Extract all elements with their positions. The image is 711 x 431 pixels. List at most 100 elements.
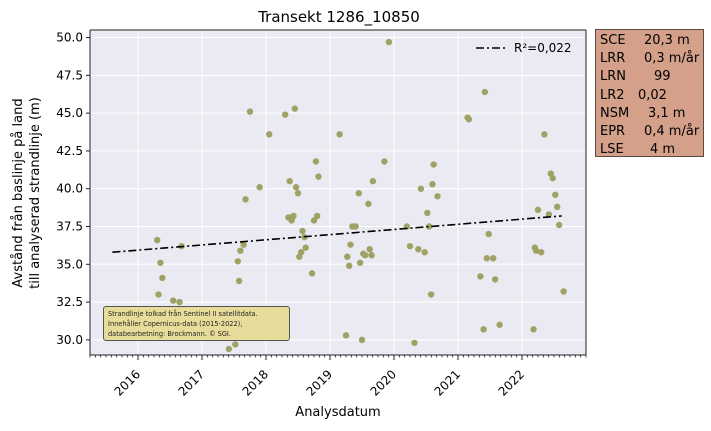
stat-value: 3,1 m (648, 105, 686, 121)
data-point (232, 341, 239, 348)
stat-name: LSE (600, 142, 624, 158)
stat-row-lse: LSE 4 m (600, 141, 703, 159)
data-point (294, 190, 302, 197)
data-point (290, 212, 297, 220)
data-point (242, 196, 249, 203)
data-point (315, 173, 322, 180)
x-tick-label: 2017 (176, 367, 207, 398)
data-point (534, 206, 542, 214)
y-tick-label: 35.0 (56, 257, 83, 271)
data-point (485, 230, 492, 238)
data-point (368, 252, 375, 259)
y-tick-labels: 30.0 32.5 35.0 37.5 40.0 42.5 45.0 47.5 50.0 (56, 31, 90, 347)
data-point (427, 291, 435, 298)
stat-row-nsm: NSM 3,1 m (600, 105, 703, 123)
data-point (491, 276, 499, 283)
stat-name: LRN (600, 69, 626, 85)
chart-title: Transekt 1286_10850 (257, 8, 420, 27)
stat-row-lrn: LRN 99 (600, 68, 703, 86)
data-point (356, 259, 364, 266)
data-point (235, 277, 243, 285)
x-tick-label: 2021 (432, 367, 463, 398)
data-point (291, 105, 298, 112)
data-point (421, 249, 428, 256)
data-point (154, 236, 161, 244)
stat-value: 0,02 (638, 87, 667, 103)
data-point (225, 345, 233, 353)
stat-name: EPR (600, 123, 626, 139)
data-point (560, 288, 567, 295)
data-point (302, 244, 309, 251)
x-tick-label: 2018 (240, 367, 271, 398)
stat-value: 4 m (650, 142, 676, 158)
stat-value: 20,3 m (644, 33, 690, 48)
data-point (352, 223, 359, 230)
stat-row-lr2: LR2 0,02 (600, 87, 703, 105)
stat-row-sce: SCE 20,3 m (600, 32, 703, 50)
y-tick-label: 45.0 (56, 106, 83, 120)
data-point (314, 212, 321, 220)
data-point (344, 253, 351, 260)
data-point (483, 255, 490, 262)
data-point (429, 180, 436, 188)
axes (89, 29, 587, 356)
y-tick-label: 37.5 (56, 220, 83, 234)
data-point (477, 273, 484, 280)
data-points (154, 38, 567, 353)
data-point (299, 227, 306, 235)
data-point (234, 258, 242, 265)
data-point (308, 270, 316, 277)
y-tick-label: 42.5 (56, 144, 83, 158)
trend-line (112, 215, 562, 254)
data-point (481, 88, 489, 96)
stat-name: LRR (600, 51, 626, 67)
x-axis-label: Analysdatum (295, 405, 380, 420)
data-point (342, 332, 350, 339)
data-point (176, 298, 183, 306)
data-point (237, 247, 244, 254)
data-point (538, 249, 545, 256)
data-point (358, 336, 366, 344)
data-point (282, 111, 289, 118)
data-point (541, 131, 548, 138)
stat-name: LR2 (600, 87, 625, 103)
x-tick-label: 2016 (112, 367, 143, 398)
data-point (256, 184, 263, 191)
credit-line: Strandlinje tolkad från Sentinel II sate… (108, 310, 258, 318)
data-point (369, 177, 377, 185)
credit-line: Innehåller Copernicus-data (2015-2022), (108, 320, 243, 328)
stat-name: SCE (600, 33, 626, 48)
data-point (355, 190, 362, 197)
stat-row-lrr: LRR 0,3 m/år (600, 50, 703, 68)
data-point (545, 211, 553, 218)
y-tick-label: 40.0 (56, 182, 83, 196)
data-point (381, 158, 388, 165)
x-tick-label: 2020 (368, 367, 399, 398)
stat-name: NSM (600, 105, 630, 121)
data-point (347, 241, 354, 248)
data-point (415, 245, 422, 253)
y-axis-label-line1: Avstånd från baslinje på land (11, 98, 26, 287)
data-point (362, 252, 369, 259)
data-point (246, 108, 254, 115)
data-point (554, 203, 561, 211)
data-point (490, 255, 497, 262)
data-point (346, 262, 353, 270)
data-point (266, 131, 273, 138)
data-point (240, 241, 247, 248)
data-point (170, 297, 177, 304)
data-point (157, 259, 164, 266)
data-point (310, 217, 318, 224)
data-point (496, 321, 503, 328)
data-point (426, 223, 433, 230)
data-point (480, 326, 487, 333)
x-tick-label: 2019 (304, 367, 335, 398)
legend: R²=0,022 (476, 41, 572, 55)
data-point (465, 115, 473, 123)
x-tick-labels: 2016 2017 2018 2019 2020 2021 2022 (112, 355, 527, 399)
y-tick-label: 47.5 (56, 68, 83, 82)
data-point (530, 326, 537, 333)
data-point (365, 200, 372, 208)
x-tick-label: 2022 (496, 367, 527, 398)
